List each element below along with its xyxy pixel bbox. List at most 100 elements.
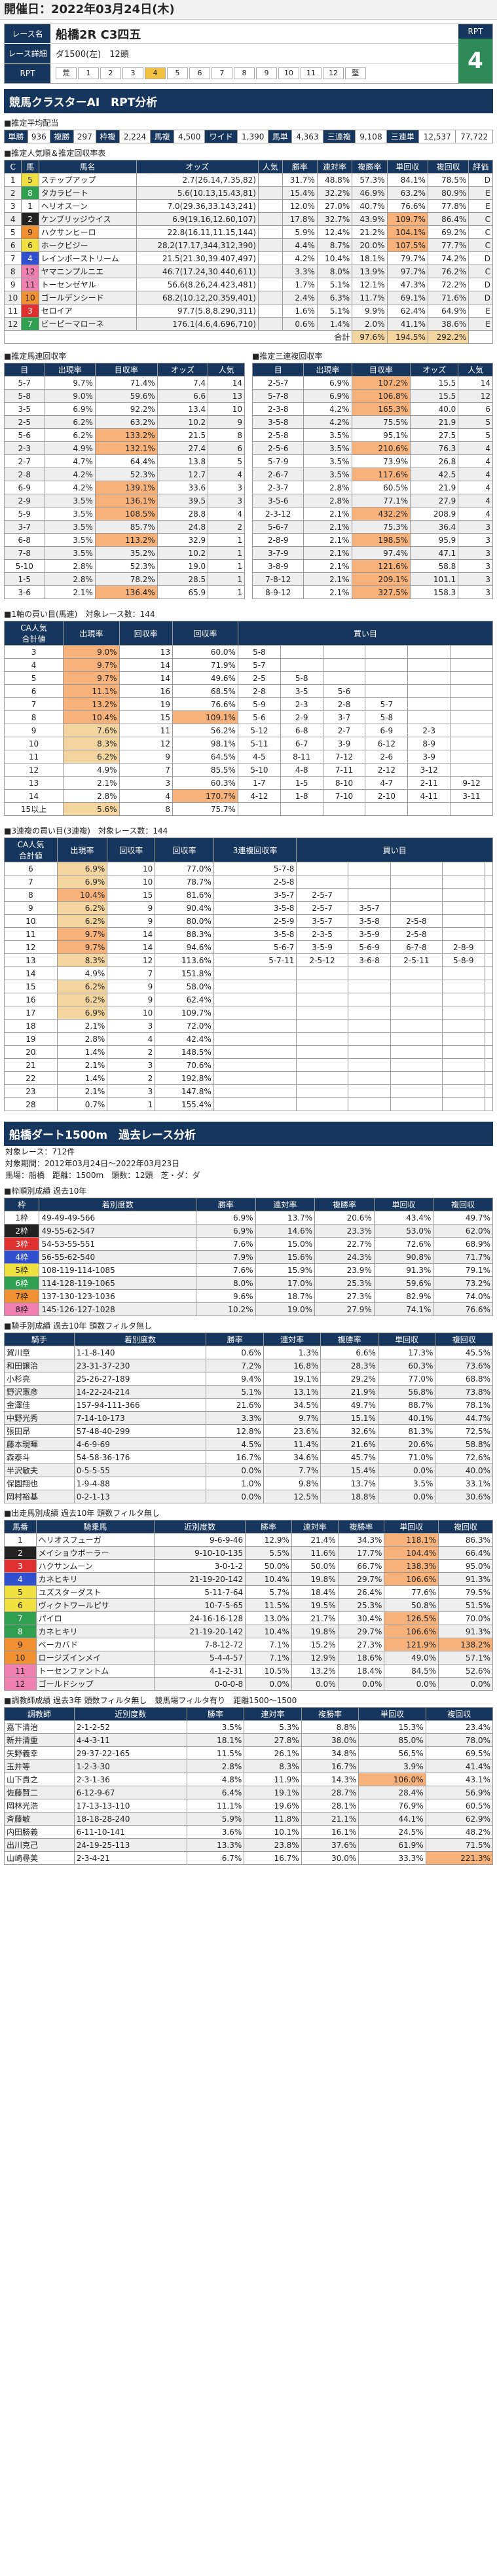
table-cell: 1-1-8-140	[73, 1346, 207, 1359]
table-cell: 0.0%	[377, 1490, 436, 1503]
table-cell: 7.6%	[63, 724, 120, 737]
table-cell: 176.1(4.6,4.696,710)	[136, 317, 259, 331]
table-cell: 5.1%	[206, 1385, 264, 1399]
table-cell: 5-8	[365, 710, 409, 724]
table-row: 3 9.0% 13 60.0% 5-8	[3, 645, 493, 659]
table-cell: 27.3%	[337, 1638, 385, 1651]
table-cell: 56-55-62-540	[39, 1250, 196, 1264]
table-cell: 3	[21, 304, 39, 318]
table-cell: 21-19-20-142	[154, 1572, 246, 1586]
table-row: 佐藤賢二 6-12-9-67 6.4% 19.1% 28.7% 28.4% 56.9%	[4, 1786, 494, 1799]
table-cell: 2.8%	[303, 481, 352, 494]
table-cell: 4.4%	[282, 238, 318, 252]
table-cell: 12	[3, 763, 64, 777]
table-cell: 18.4%	[291, 1585, 339, 1599]
cnt2-title: ■3連複の買い目(3連複)	[4, 826, 90, 836]
table-cell: 2.8%	[63, 789, 120, 803]
table-row: 半沢敏夫 0-5-5-55 0.0% 7.7% 15.4% 0.0% 40.0%	[4, 1463, 493, 1477]
table-cell: 3.5%	[44, 546, 96, 560]
table-cell: 46.9%	[352, 186, 388, 200]
table-cell	[213, 980, 297, 993]
table-cell	[390, 1097, 443, 1111]
table-cell: 11.6%	[291, 1546, 339, 1560]
table-cell: 山下貴之	[4, 1773, 75, 1786]
table-cell: 26.4%	[337, 1585, 385, 1599]
table-row: 6 6 ホークビジー 28.2(17.17,344,312,390) 4.4% 8.7% 2…	[3, 238, 493, 252]
table-cell	[441, 888, 486, 902]
table-cell: 3.6%	[186, 1825, 245, 1839]
table-cell: 2-8	[4, 468, 45, 481]
table-cell: 2-5-8	[251, 428, 304, 442]
table-cell: 6-7-8	[390, 940, 443, 954]
table-cell: 2.1%	[303, 546, 352, 560]
table-cell: 11	[21, 278, 39, 291]
table-cell: 292.2%	[427, 330, 469, 344]
table-cell: 13	[119, 645, 174, 659]
table-cell: 2-3	[4, 441, 45, 455]
table-cell: 49-49-49-566	[39, 1211, 196, 1224]
column-header: 枠	[3, 1198, 40, 1211]
column-header: CA人気 合計値	[3, 621, 64, 646]
table-cell: 2-8	[237, 684, 281, 698]
table-cell	[407, 684, 451, 698]
table-row: 10 ロージズインメイ 5-4-4-57 7.1% 12.9% 18.6% 49.0% 57.…	[4, 1651, 493, 1665]
table-cell: 69.5%	[425, 1746, 494, 1760]
table-cell: 4	[119, 789, 174, 803]
table-cell: 9.7%	[263, 1411, 322, 1425]
table-cell: 8.3%	[56, 953, 108, 967]
table-row: 野沢憲彦 14-22-24-214 5.1% 13.1% 21.9% 56.8% 73.8%	[4, 1385, 493, 1399]
table-cell: 28	[4, 1097, 58, 1111]
table-cell: 12.1%	[352, 278, 388, 291]
table-cell: 6.2%	[56, 993, 108, 1006]
table-cell: 3.5%	[44, 533, 96, 547]
table-cell: 1-2-3-30	[73, 1759, 187, 1773]
table-cell	[347, 1058, 392, 1072]
table-row: 5 ユズスターダスト 5-11-7-64 5.7% 18.4% 26.4% 77.6% 79.…	[4, 1585, 493, 1599]
table-cell	[347, 888, 392, 902]
table-cell: 11	[119, 724, 174, 737]
table-cell: 84.5%	[384, 1664, 439, 1678]
table-cell: 49.7%	[320, 1398, 378, 1412]
table-cell: 0-5-5-55	[73, 1463, 207, 1477]
table-cell	[485, 1045, 493, 1059]
table-cell: 10.4%	[316, 251, 353, 265]
table-cell: 中野光秀	[4, 1411, 75, 1425]
table-row: 15以上 5.6% 8 75.7%	[3, 802, 493, 816]
table-cell: 9	[4, 1638, 37, 1651]
table-cell	[347, 993, 392, 1006]
table-cell: 71.0%	[377, 1450, 436, 1464]
table-cell: 2.8%	[186, 1759, 245, 1773]
table-cell: 165.3%	[351, 402, 411, 416]
table-cell	[441, 875, 486, 889]
table-cell: 0-2-1-13	[73, 1490, 207, 1503]
table-cell	[213, 1097, 297, 1111]
table-cell	[347, 1045, 392, 1059]
table-cell	[347, 980, 392, 993]
table-cell: 47.3%	[386, 278, 428, 291]
table-cell	[347, 1032, 392, 1046]
table-cell: 1	[208, 572, 245, 586]
table-cell	[296, 1045, 348, 1059]
table-cell: 1	[107, 1097, 156, 1111]
table-cell: 24.8	[156, 520, 209, 534]
column-header: 回収率	[172, 621, 238, 646]
column-header: 複回収	[438, 1520, 493, 1534]
table-cell: 3.3%	[282, 265, 318, 278]
table-cell: 2.1%	[303, 533, 352, 547]
table-cell: 1-7	[237, 776, 281, 790]
table-cell	[441, 1019, 486, 1033]
horse-table: 馬番 騎乗馬 近別度数 勝率 連対率 複勝率 単回収 複回収 1 ヘリオスフューガ 9-6-9-46…	[4, 1520, 493, 1691]
table-cell: 23.4%	[425, 1720, 494, 1734]
table-cell: 10.4%	[56, 888, 108, 902]
table-cell: 91.3%	[438, 1572, 493, 1586]
table-cell: 74.2%	[427, 251, 469, 265]
table-row: 3-5-6 2.8% 77.1% 27.9 4	[251, 494, 493, 507]
table-cell: 113.6%	[155, 953, 214, 967]
table-cell: 16	[119, 684, 174, 698]
table-cell	[390, 980, 443, 993]
table-cell	[322, 802, 366, 816]
table-cell: 58.0%	[155, 980, 214, 993]
page-date: 開催日：2022年03月24日(木)	[0, 0, 497, 20]
table-cell: 78.2%	[94, 572, 158, 586]
table-row: 5-6-7 2.1% 75.3% 36.4 3	[251, 520, 493, 534]
